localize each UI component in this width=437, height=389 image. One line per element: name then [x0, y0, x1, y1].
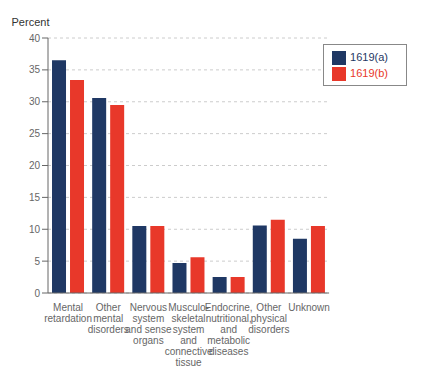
- svg-text:Endocrine,nutritional,andmetab: Endocrine,nutritional,andmetabolicdiseas…: [205, 302, 253, 357]
- html-text:tissue: tissue: [175, 357, 202, 368]
- svg-text:Percent: Percent: [12, 16, 50, 28]
- svg-text:Otherphysicaldisorders: Otherphysicaldisorders: [248, 302, 289, 335]
- html-text:system: system: [172, 324, 205, 335]
- svg-text:Nervoussystemand senseorgans: Nervoussystemand senseorgans: [125, 302, 172, 346]
- html-text:Musculo-: Musculo-: [168, 302, 209, 313]
- svg-text:25: 25: [29, 128, 41, 139]
- svg-text:30: 30: [29, 96, 41, 107]
- svg-text:Unknown: Unknown: [288, 302, 330, 313]
- svg-text:10: 10: [29, 224, 41, 235]
- html-text:and: and: [180, 335, 197, 346]
- svg-text:0: 0: [34, 288, 40, 299]
- html-text:1619(a): 1619(a): [350, 51, 388, 63]
- svg-text:Othermentaldisorders: Othermentaldisorders: [88, 302, 129, 335]
- svg-text:5: 5: [34, 256, 40, 267]
- html-text:skeletal: skeletal: [171, 313, 206, 324]
- svg-text:35: 35: [29, 64, 41, 75]
- svg-text:20: 20: [29, 160, 41, 171]
- html-text:connective: connective: [164, 346, 213, 357]
- svg-text:15: 15: [29, 192, 41, 203]
- html-text:1619(b): 1619(b): [350, 67, 388, 80]
- svg-text:40: 40: [29, 33, 41, 44]
- svg-text:Mentalretardation: Mentalretardation: [44, 302, 92, 324]
